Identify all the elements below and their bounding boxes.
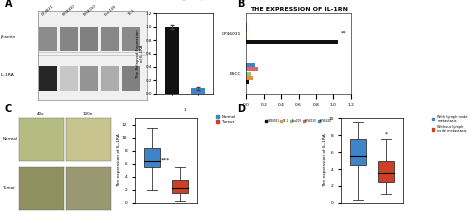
Text: Tumor: Tumor xyxy=(2,186,15,190)
FancyBboxPatch shape xyxy=(101,27,119,51)
Text: KYSE410: KYSE410 xyxy=(62,3,76,17)
Text: KYSE150: KYSE150 xyxy=(82,3,97,17)
FancyBboxPatch shape xyxy=(39,66,57,91)
Y-axis label: The Relapsed Expression
of IL-1RA: The Relapsed Expression of IL-1RA xyxy=(136,29,145,78)
Bar xyxy=(246,67,258,71)
Legend: Normal, Tumor: Normal, Tumor xyxy=(214,113,238,126)
Y-axis label: The expression of IL-1RA: The expression of IL-1RA xyxy=(323,134,327,188)
Text: A: A xyxy=(5,0,12,9)
Legend: With lymph node
metastasis, Without lymph
node metastasis: With lymph node metastasis, Without lymp… xyxy=(430,113,469,135)
Text: 40x: 40x xyxy=(36,112,44,116)
Bar xyxy=(246,36,247,40)
Bar xyxy=(246,63,255,67)
Bar xyxy=(246,27,247,31)
Bar xyxy=(246,40,337,44)
Text: ***: *** xyxy=(161,157,171,163)
FancyBboxPatch shape xyxy=(60,27,78,51)
Text: Normal: Normal xyxy=(2,137,17,141)
Text: C: C xyxy=(5,103,12,114)
Y-axis label: The expression of IL-1RA: The expression of IL-1RA xyxy=(117,134,120,188)
Text: *: * xyxy=(384,132,388,137)
Text: 100x: 100x xyxy=(82,112,93,116)
Text: IL-1RA: IL-1RA xyxy=(0,73,14,77)
FancyBboxPatch shape xyxy=(350,139,366,165)
Bar xyxy=(191,88,205,94)
Text: D: D xyxy=(237,103,245,114)
Legend: CP46031, KYSE410: CP46031, KYSE410 xyxy=(181,0,218,1)
Text: β-actin: β-actin xyxy=(0,35,16,39)
FancyBboxPatch shape xyxy=(122,27,140,51)
FancyBboxPatch shape xyxy=(122,66,140,91)
FancyBboxPatch shape xyxy=(378,161,394,182)
FancyBboxPatch shape xyxy=(81,27,98,51)
Legend: CP46031, TE-1, Eca109, KYSE150, KYSE410: CP46031, TE-1, Eca109, KYSE150, KYSE410 xyxy=(264,118,333,124)
FancyBboxPatch shape xyxy=(172,180,188,193)
Bar xyxy=(246,72,251,76)
Bar xyxy=(246,31,247,35)
Bar xyxy=(246,81,249,85)
FancyBboxPatch shape xyxy=(144,148,160,167)
Text: 1: 1 xyxy=(183,108,186,112)
FancyBboxPatch shape xyxy=(101,66,119,91)
Text: **: ** xyxy=(340,31,346,36)
Text: CP-4621: CP-4621 xyxy=(41,4,55,17)
Bar xyxy=(165,27,179,94)
Bar xyxy=(246,23,247,27)
FancyBboxPatch shape xyxy=(39,27,57,51)
Text: B: B xyxy=(237,0,245,9)
Text: TE-1: TE-1 xyxy=(127,8,135,17)
FancyBboxPatch shape xyxy=(60,66,78,91)
Bar xyxy=(246,76,253,80)
Text: Eca-109: Eca-109 xyxy=(103,4,117,17)
Title: THE EXPRESSION OF IL-1RN: THE EXPRESSION OF IL-1RN xyxy=(250,7,347,12)
FancyBboxPatch shape xyxy=(81,66,98,91)
